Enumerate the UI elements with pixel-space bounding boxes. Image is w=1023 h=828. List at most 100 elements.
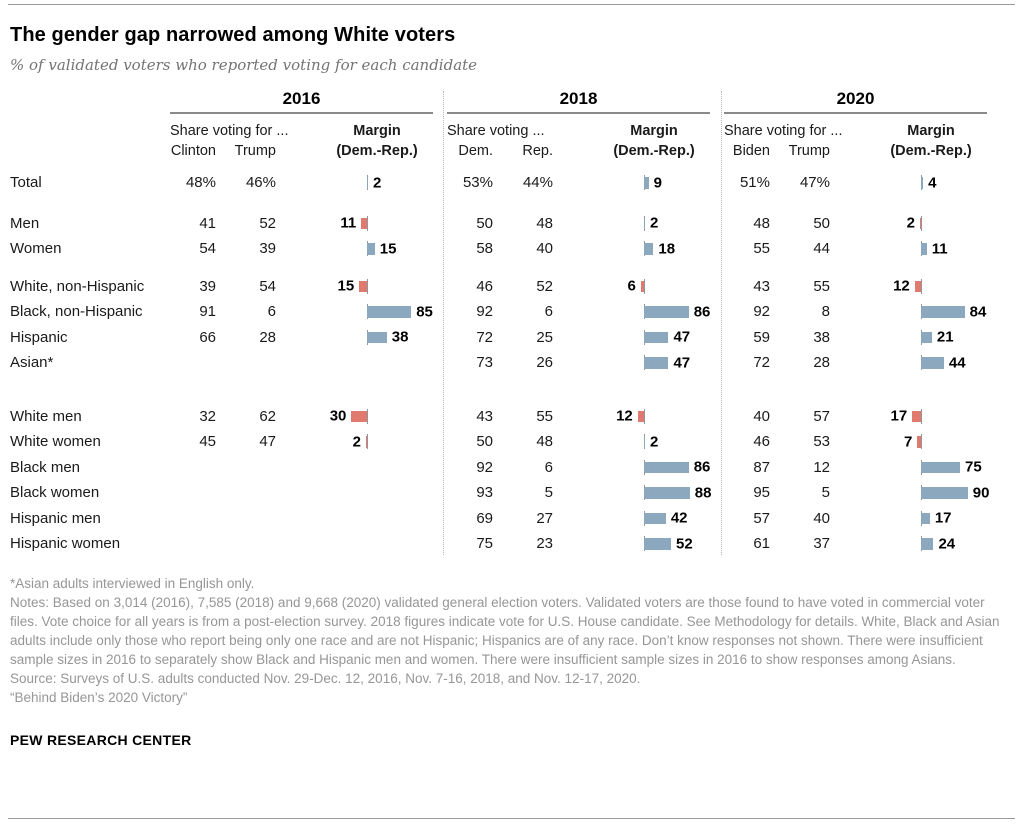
margin-cell xyxy=(282,480,447,506)
rep-column-header: Rep. xyxy=(522,143,553,159)
margin-cell: 12 xyxy=(559,404,724,430)
margin-cell: 18 xyxy=(559,236,724,262)
margin-value: 44 xyxy=(948,354,966,372)
dem-share-value: 57 xyxy=(753,509,770,527)
year-cells-2020: 72 28 44 xyxy=(724,350,1001,376)
rep-share-value: 5 xyxy=(821,484,830,502)
margin-value: 17 xyxy=(934,509,952,527)
year-cells-2016 xyxy=(170,506,447,532)
page-subtitle: % of validated voters who reported votin… xyxy=(10,56,478,74)
margin-bar xyxy=(644,487,690,499)
margin-value: 7 xyxy=(904,433,913,451)
rep-share-value: 40 xyxy=(536,240,553,258)
dem-share-value: 73 xyxy=(476,354,493,372)
margin-bar xyxy=(644,436,646,448)
margin-value: 18 xyxy=(658,240,676,258)
year-cells-2018: 72 25 47 xyxy=(447,325,724,351)
margin-value: 2 xyxy=(352,433,361,451)
rep-share-value: 62 xyxy=(259,407,276,425)
dem-share-value: 75 xyxy=(476,535,493,553)
year-section-2020: 2020 Share voting for ... Margin Biden T… xyxy=(724,89,1001,161)
row-label: Black, non-Hispanic xyxy=(10,303,143,321)
margin-cell: 12 xyxy=(836,274,1001,300)
margin-bar xyxy=(367,243,375,255)
margin-cell: 44 xyxy=(836,350,1001,376)
zero-tick xyxy=(921,434,922,449)
top-divider xyxy=(8,4,1015,5)
dem-share-value: 59 xyxy=(753,328,770,346)
margin-cell: 84 xyxy=(836,299,1001,325)
margin-value: 30 xyxy=(329,407,347,425)
margin-bar xyxy=(644,512,666,524)
report-title-quote: “Behind Biden’s 2020 Victory” xyxy=(10,689,188,705)
zero-tick xyxy=(367,408,368,424)
year-cells-2016: 66 28 38 xyxy=(170,325,447,351)
year-cells-2020: 61 37 24 xyxy=(724,531,1001,557)
rep-share-value: 55 xyxy=(536,407,553,425)
rep-share-value: 55 xyxy=(813,277,830,295)
margin-cell: 88 xyxy=(559,480,724,506)
margin-bar xyxy=(914,280,921,292)
rep-share-value: 23 xyxy=(536,535,553,553)
year-cells-2020: 48 50 2 xyxy=(724,211,1001,237)
zero-tick xyxy=(921,215,922,231)
rep-share-value: 37 xyxy=(813,535,830,553)
year-cells-2016: 41 52 11 xyxy=(170,211,447,237)
margin-bar xyxy=(637,410,644,422)
margin-header: Margin xyxy=(353,123,401,139)
year-cells-2020: 87 12 75 xyxy=(724,455,1001,481)
dem-share-value: 92 xyxy=(753,303,770,321)
year-cells-2018: 50 48 2 xyxy=(447,211,724,237)
margin-value: 15 xyxy=(379,240,397,258)
margin-value: 2 xyxy=(650,214,659,232)
rep-share-value: 50 xyxy=(813,214,830,232)
rep-share-value: 38 xyxy=(813,328,830,346)
year-title: 2018 xyxy=(559,89,598,108)
row-label: White, non-Hispanic xyxy=(10,277,145,295)
margin-bar xyxy=(367,306,412,318)
margin-bar xyxy=(921,331,932,343)
year-underline xyxy=(170,112,433,114)
margin-value: 2 xyxy=(373,174,382,192)
margin-value: 11 xyxy=(931,240,948,258)
dem-column-header: Dem. xyxy=(458,143,493,159)
share-header: Share voting for ... xyxy=(170,123,289,139)
dem-share-value: 46 xyxy=(476,277,493,295)
rep-share-value: 48 xyxy=(536,433,553,451)
margin-cell: 75 xyxy=(836,455,1001,481)
bottom-divider xyxy=(8,818,1015,819)
margin-bar xyxy=(919,217,921,229)
rep-share-value: 27 xyxy=(536,509,553,527)
row-label: Black women xyxy=(10,484,100,502)
year-cells-2016 xyxy=(170,480,447,506)
rep-share-value: 47% xyxy=(799,174,830,192)
margin-subheader: (Dem.-Rep.) xyxy=(336,143,418,159)
margin-value: 42 xyxy=(670,509,688,527)
dem-share-value: 50 xyxy=(476,433,493,451)
row-group: White men 32 62 30 43 55 12 40 57 17 White women 45… xyxy=(10,404,1013,557)
year-cells-2016: 91 6 85 xyxy=(170,299,447,325)
margin-value: 17 xyxy=(890,407,908,425)
margin-cell: 86 xyxy=(559,455,724,481)
zero-tick xyxy=(921,408,922,424)
margin-value: 88 xyxy=(694,484,712,502)
year-cells-2020: 51% 47% 4 xyxy=(724,170,1001,196)
source-text: Source: Surveys of U.S. adults conducted… xyxy=(10,670,641,686)
dem-share-value: 55 xyxy=(753,240,770,258)
margin-value: 15 xyxy=(337,277,355,295)
year-cells-2018: 93 5 88 xyxy=(447,480,724,506)
rep-share-value: 5 xyxy=(544,484,553,502)
year-section-2018: 2018 Share voting ... Margin Dem. Rep. (… xyxy=(447,89,724,161)
row-label: Men xyxy=(10,214,40,232)
margin-cell: 2 xyxy=(282,429,447,455)
margin-cell: 11 xyxy=(282,211,447,237)
margin-value: 86 xyxy=(693,303,711,321)
margin-cell: 2 xyxy=(282,170,447,196)
margin-value: 4 xyxy=(928,174,937,192)
dem-share-value: 72 xyxy=(753,354,770,372)
table-row: Black women 93 5 88 95 5 90 xyxy=(10,480,1013,506)
dem-share-value: 72 xyxy=(476,328,493,346)
year-title: 2020 xyxy=(836,89,875,108)
zero-tick xyxy=(644,408,645,424)
share-header: Share voting ... xyxy=(447,123,545,139)
